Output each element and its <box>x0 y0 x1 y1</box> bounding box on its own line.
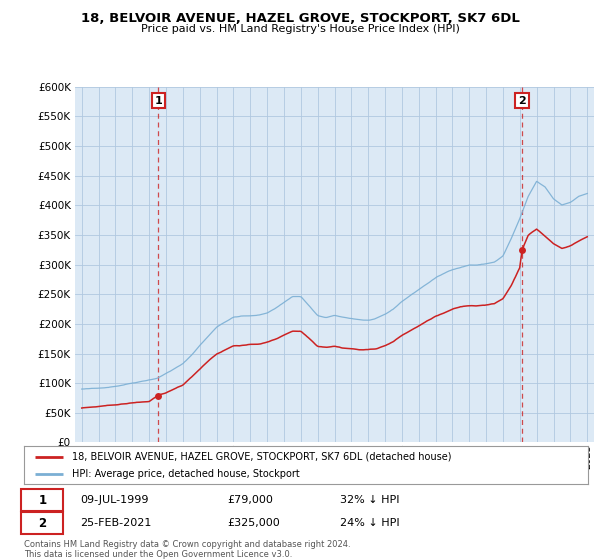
Text: 2: 2 <box>38 516 47 530</box>
Text: £325,000: £325,000 <box>227 518 280 528</box>
Text: 24% ↓ HPI: 24% ↓ HPI <box>340 518 400 528</box>
Text: HPI: Average price, detached house, Stockport: HPI: Average price, detached house, Stoc… <box>72 469 299 479</box>
Text: 2: 2 <box>518 96 526 106</box>
Text: 1: 1 <box>154 96 162 106</box>
Text: Price paid vs. HM Land Registry's House Price Index (HPI): Price paid vs. HM Land Registry's House … <box>140 24 460 34</box>
Text: 1: 1 <box>38 493 47 507</box>
Text: Contains HM Land Registry data © Crown copyright and database right 2024.
This d: Contains HM Land Registry data © Crown c… <box>24 540 350 559</box>
FancyBboxPatch shape <box>21 512 64 534</box>
Text: 32% ↓ HPI: 32% ↓ HPI <box>340 495 400 505</box>
Text: £79,000: £79,000 <box>227 495 273 505</box>
Text: 18, BELVOIR AVENUE, HAZEL GROVE, STOCKPORT, SK7 6DL (detached house): 18, BELVOIR AVENUE, HAZEL GROVE, STOCKPO… <box>72 451 451 461</box>
Text: 09-JUL-1999: 09-JUL-1999 <box>80 495 149 505</box>
FancyBboxPatch shape <box>21 489 64 511</box>
Text: 25-FEB-2021: 25-FEB-2021 <box>80 518 152 528</box>
Text: 18, BELVOIR AVENUE, HAZEL GROVE, STOCKPORT, SK7 6DL: 18, BELVOIR AVENUE, HAZEL GROVE, STOCKPO… <box>80 12 520 25</box>
